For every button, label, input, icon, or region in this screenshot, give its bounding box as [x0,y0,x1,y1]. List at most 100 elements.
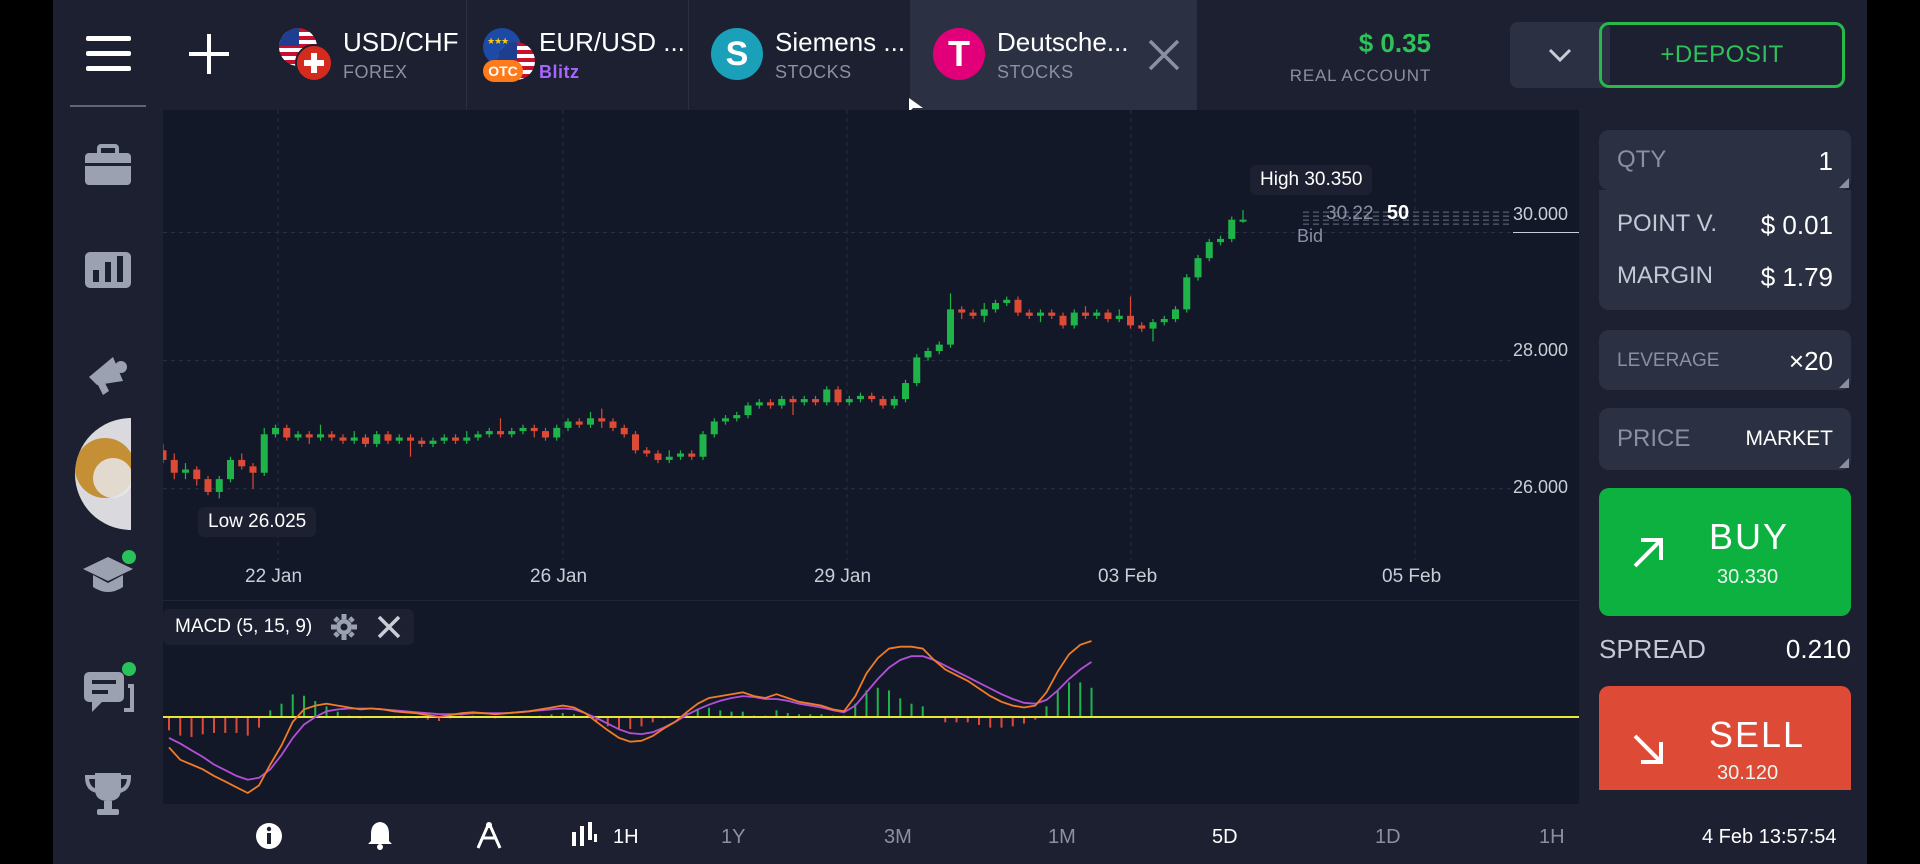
macd-signal-line [168,655,1093,781]
leverage-selector[interactable]: LEVERAGE ×20 [1599,330,1851,390]
candle-body [767,402,774,406]
asset-tab-eurusd[interactable]: OTC EUR/USD ... Blitz [467,0,689,110]
account-dropdown-button[interactable] [1510,22,1610,88]
megaphone-icon [89,357,127,395]
timeframe-1h[interactable]: 1H [1539,826,1565,848]
sell-button[interactable]: SELL 30.120 [1599,686,1851,790]
hamburger-icon [86,36,131,41]
candle-body [902,383,909,400]
candle-body [272,427,279,435]
candle-type-icon[interactable] [570,822,598,848]
achievements-button[interactable] [80,766,136,822]
asset-tab-deutsche-telekom[interactable]: T Deutsche... STOCKS [911,0,1197,110]
qty-label: QTY [1617,146,1667,173]
candle-body [339,437,347,441]
current-price-big: 50 [1386,202,1410,224]
bell-icon[interactable] [366,820,394,850]
candle-body [947,309,954,345]
candle-body [474,434,482,438]
candle-body [744,405,752,416]
timeframe-1m[interactable]: 1M [1048,826,1076,848]
add-asset-button[interactable] [185,30,233,78]
chart-overlay [1303,211,1579,233]
info-icon[interactable] [255,822,283,850]
tab-type: STOCKS [775,62,852,82]
candle-body [1037,312,1044,316]
low-price-label: Low 26.025 [198,507,317,537]
candle-body [249,466,257,473]
trading-app: USD/CHF FOREX OTC EUR/USD ... Blitz S Si… [53,0,1867,864]
candle-body [317,434,324,438]
support-chat-button[interactable] [80,662,136,720]
timeframe-5d[interactable]: 5D [1212,826,1238,848]
candle-body [1239,219,1247,222]
timeframe-1y[interactable]: 1Y [721,826,746,848]
deposit-button[interactable]: +DEPOSIT [1599,22,1845,88]
margin-value: $ 1.79 [1760,262,1833,292]
macd-indicator-label: MACD (5, 15, 9) [163,609,415,645]
eur-usd-flags-icon: OTC [483,28,539,84]
close-icon[interactable] [376,614,402,640]
candle-body [260,434,268,473]
menu-button[interactable] [53,18,133,90]
price-chart[interactable]: High 30.350 Low 26.025 30.22 50 Bid 30.0… [163,110,1579,600]
candle-body [924,351,932,358]
candle-body [857,395,864,400]
timeframe-1d[interactable]: 1D [1375,826,1401,848]
candle-body [643,450,651,454]
server-clock: 4 Feb 13:57:54 [1702,826,1837,848]
drawing-tools-icon[interactable] [474,820,504,850]
bid-label: Bid [1297,226,1324,246]
cursor-pointer-icon [909,98,923,112]
macd-panel[interactable]: MACD (5, 15, 9) [163,600,1579,804]
x-tick: 29 Jan [814,566,872,587]
candle-body [373,434,381,444]
candle-body [1048,312,1056,316]
gear-icon[interactable] [330,613,358,641]
candle-body [632,434,639,451]
leverage-value: ×20 [1788,346,1833,376]
education-button[interactable] [80,548,136,604]
graduation-cap-icon [83,557,133,592]
candle-body [1183,277,1191,310]
candle-body [238,459,246,467]
resize-corner-icon [1839,178,1849,188]
candle-body [879,399,887,406]
candle-body [722,418,729,422]
portfolio-button[interactable] [80,137,136,193]
candle-body [958,309,966,313]
candle-body [440,437,448,441]
siemens-logo-icon: S [711,28,763,80]
timeframe-3m[interactable]: 3M [884,826,912,848]
candle-body [163,450,167,460]
tab-type: FOREX [343,62,408,82]
close-tab-icon[interactable] [1147,38,1181,72]
usd-chf-flags-icon [279,28,335,84]
markets-button[interactable] [80,240,136,296]
candle-body [587,418,594,425]
candle-body [677,453,684,457]
tournament-badge[interactable] [75,418,131,530]
buy-button[interactable]: BUY 30.330 [1599,488,1851,616]
tab-symbol: EUR/USD ... [539,27,685,57]
candle-body [215,479,223,492]
bottom-toolbar: 1H 1Y 3M 1M 5D 1D 1H 4 Feb 13:57:54 [163,804,1867,864]
candle-interval-label[interactable]: 1H [613,826,639,848]
tab-symbol: Deutsche... [997,27,1129,57]
quantity-field[interactable]: QTY 1 [1599,130,1851,190]
asset-tab-siemens[interactable]: S Siemens ... STOCKS [689,0,911,110]
left-sidebar [53,110,163,864]
sell-label: SELL [1709,714,1806,755]
candle-body [227,459,234,480]
promotions-button[interactable] [80,344,136,400]
candle-body [992,302,999,310]
candle-body [1138,325,1146,329]
candle-body [418,440,426,444]
asset-tab-usdchf[interactable]: USD/CHF FOREX [263,0,467,110]
price-type-selector[interactable]: PRICE MARKET [1599,408,1851,470]
otc-badge: OTC [483,60,523,82]
candle-body [508,431,516,435]
candle-body [350,437,358,441]
candle-body [542,431,549,438]
buy-label: BUY [1709,516,1790,557]
